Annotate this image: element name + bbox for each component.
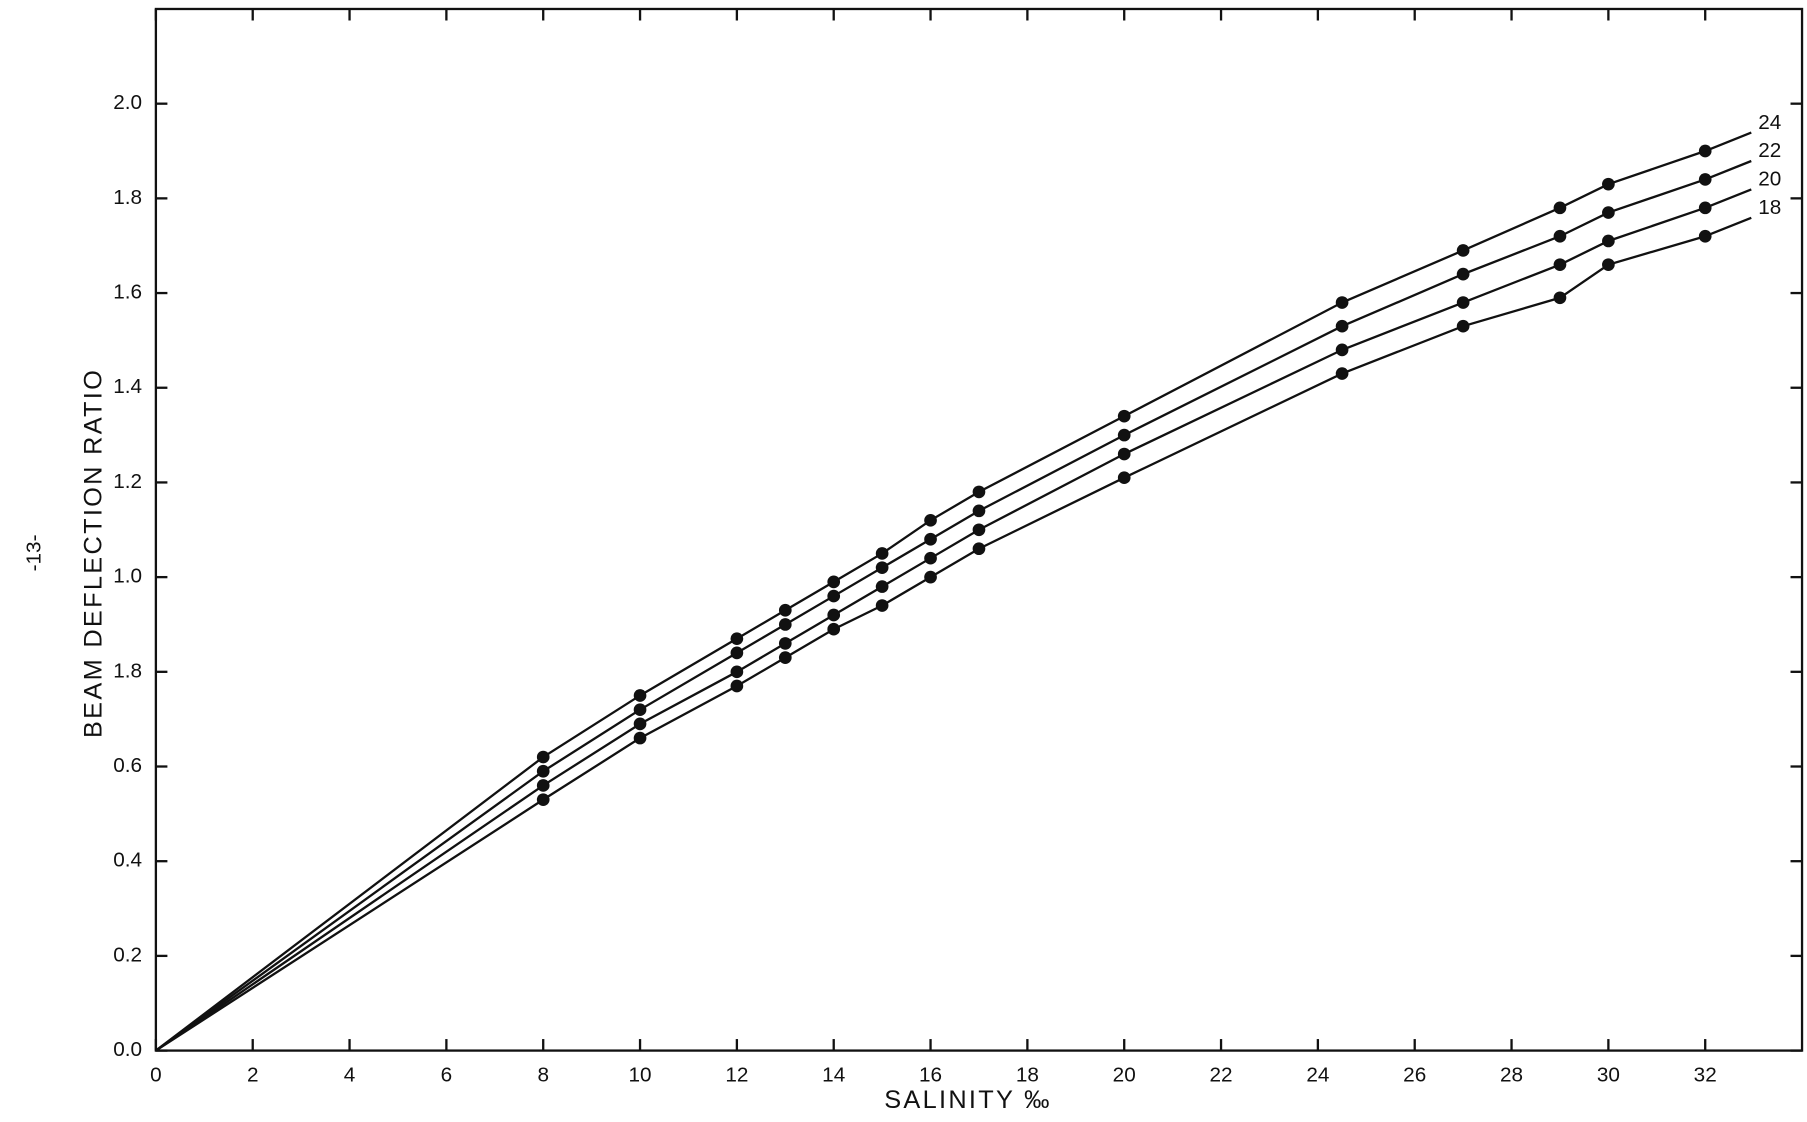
- y-tick-label: 0.4: [113, 849, 142, 872]
- x-tick-label: 20: [1113, 1063, 1136, 1086]
- series-leader: [1704, 188, 1752, 209]
- data-point: [1602, 177, 1615, 191]
- data-point: [972, 485, 986, 499]
- series-leader: [1704, 216, 1752, 238]
- x-tick-label: 30: [1597, 1063, 1620, 1086]
- data-point: [924, 513, 937, 527]
- series-label: 24: [1758, 111, 1781, 134]
- y-axis-title: BEAM DEFLECTION RATIO: [80, 368, 108, 738]
- y-tick-label: 1.4: [113, 375, 142, 398]
- data-point: [633, 689, 647, 702]
- y-tick-label: 0.6: [113, 754, 142, 777]
- y-tick-label: 1.2: [113, 470, 142, 493]
- data-point: [778, 603, 792, 617]
- data-point: [1553, 291, 1567, 305]
- data-point: [875, 599, 889, 612]
- data-point: [1602, 234, 1615, 248]
- x-axis-title: SALINITY ‰: [884, 1086, 1052, 1114]
- page-number: -13-: [22, 535, 45, 572]
- data-point: [536, 764, 550, 778]
- y-tick-label: 0.0: [113, 1038, 142, 1061]
- data-point: [875, 547, 889, 560]
- x-tick-label: 28: [1500, 1063, 1523, 1086]
- x-tick-label: 24: [1306, 1063, 1329, 1086]
- y-tick-label: 1.8: [113, 186, 142, 209]
- series-line: [155, 149, 1706, 1052]
- plot-frame: [154, 7, 1804, 1052]
- x-tick-label: 0: [150, 1063, 162, 1086]
- x-tick-label: 22: [1210, 1063, 1233, 1086]
- y-tick-label: 0.2: [113, 943, 142, 966]
- data-point: [536, 750, 550, 764]
- y-tick-label: 2.0: [113, 91, 142, 114]
- data-point: [1456, 244, 1470, 257]
- data-point: [1117, 447, 1131, 461]
- y-tick-label: 1.8: [113, 659, 142, 682]
- data-point: [778, 637, 792, 650]
- x-tick-label: 26: [1403, 1063, 1426, 1086]
- data-point: [633, 717, 647, 731]
- series-label: 20: [1758, 168, 1781, 191]
- data-point: [1335, 367, 1349, 380]
- data-point: [1117, 471, 1131, 485]
- series-line: [155, 235, 1706, 1052]
- data-point: [1117, 409, 1131, 423]
- x-tick-label: 32: [1694, 1063, 1717, 1086]
- y-tick-label: 1.6: [113, 281, 142, 304]
- x-tick-label: 8: [537, 1063, 549, 1086]
- data-point: [536, 793, 550, 806]
- x-tick-label: 18: [1016, 1063, 1039, 1086]
- x-tick-label: 12: [725, 1063, 748, 1086]
- x-tick-label: 2: [247, 1063, 259, 1086]
- data-point: [827, 589, 841, 603]
- series-leader: [1704, 131, 1752, 153]
- data-point: [778, 651, 792, 664]
- series-label: 22: [1758, 139, 1781, 162]
- x-tick-label: 10: [629, 1063, 652, 1086]
- data-point: [1456, 296, 1470, 309]
- data-point: [924, 570, 937, 584]
- data-point: [1553, 258, 1567, 271]
- data-point: [1602, 206, 1615, 219]
- data-point: [924, 532, 937, 546]
- data-point: [1335, 319, 1349, 333]
- series-leader: [1704, 159, 1752, 181]
- data-point: [730, 632, 744, 646]
- data-point: [536, 779, 550, 792]
- x-tick-label: 6: [441, 1063, 453, 1086]
- data-point: [827, 575, 841, 589]
- data-point: [1335, 296, 1349, 309]
- data-point: [827, 622, 841, 636]
- data-point: [875, 561, 889, 574]
- data-point: [1553, 229, 1567, 243]
- data-point: [1602, 258, 1615, 271]
- data-point: [1553, 201, 1567, 215]
- data-point: [875, 580, 889, 593]
- x-tick-label: 16: [919, 1063, 942, 1086]
- x-tick-label: 4: [344, 1063, 356, 1086]
- data-point: [1117, 428, 1131, 442]
- series-line: [155, 206, 1706, 1052]
- data-point: [827, 608, 841, 622]
- data-point: [730, 665, 744, 679]
- series-label: 18: [1758, 196, 1781, 219]
- x-tick-label: 14: [822, 1063, 845, 1086]
- series-line: [155, 178, 1706, 1052]
- data-point: [730, 646, 744, 660]
- data-point: [972, 523, 986, 537]
- data-point: [1456, 319, 1470, 333]
- data-point: [1335, 343, 1349, 357]
- data-point: [633, 731, 647, 745]
- data-point: [972, 504, 986, 518]
- y-tick-label: 1.0: [113, 565, 142, 588]
- data-point: [1456, 267, 1470, 281]
- data-point: [972, 542, 986, 556]
- data-point: [633, 703, 647, 717]
- data-point: [730, 679, 744, 693]
- data-point: [924, 551, 937, 565]
- data-point: [778, 618, 792, 631]
